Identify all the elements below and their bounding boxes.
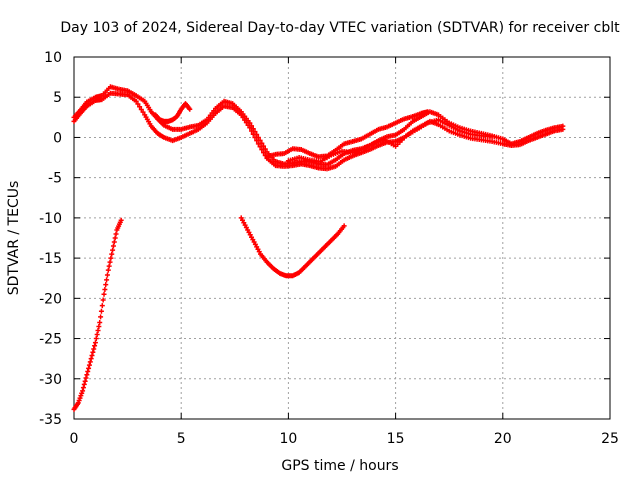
data-point [84, 372, 90, 378]
data-point [261, 150, 267, 156]
data-point [96, 323, 102, 329]
data-point [86, 362, 92, 368]
data-point [259, 147, 265, 153]
data-point [91, 346, 97, 352]
x-axis-ticks: 0 5 10 15 20 25 [70, 57, 619, 447]
data-point [102, 286, 108, 292]
series-track-d [264, 109, 431, 160]
chart-title: Day 103 of 2024, Sidereal Day-to-day VTE… [60, 20, 620, 36]
data-point [242, 117, 248, 123]
y-axis-ticks: 10 5 0 -5 -10 -15 -20 -25 -30 -35 [39, 50, 610, 428]
data-point [99, 303, 105, 309]
y-tick-label: -30 [39, 372, 62, 388]
data-point [104, 272, 110, 278]
data-point [106, 263, 112, 269]
data-point [238, 112, 244, 118]
data-point [250, 131, 256, 137]
data-point [341, 223, 347, 229]
data-point [100, 297, 106, 303]
data-point [137, 104, 143, 110]
series-track-c [152, 101, 193, 124]
data-point [94, 332, 100, 338]
y-tick-label: -35 [39, 412, 62, 428]
y-tick-label: -20 [39, 291, 62, 307]
y-axis-label: SDTVAR / TECUs [6, 181, 22, 296]
data-point [92, 343, 98, 349]
data-point [97, 319, 103, 325]
data-point [560, 126, 566, 132]
data-point [249, 128, 255, 134]
data-point [243, 120, 249, 126]
data-point [85, 369, 91, 375]
y-tick-label: -15 [39, 251, 62, 267]
data-point [80, 385, 86, 391]
data-point [254, 138, 260, 144]
data-point [135, 101, 141, 107]
data-point [257, 144, 263, 150]
data-point [87, 359, 93, 365]
data-point [108, 255, 114, 261]
y-tick-label: -5 [48, 171, 62, 187]
data-point [112, 235, 118, 241]
data-point [105, 267, 111, 273]
x-axis-label: GPS time / hours [281, 458, 398, 474]
x-tick-label: 15 [387, 431, 405, 447]
series-track-e [285, 117, 495, 165]
data-point [109, 251, 115, 257]
data-point [255, 141, 261, 147]
data-point [98, 308, 104, 314]
data-point [110, 243, 116, 249]
data-point [103, 282, 109, 288]
y-tick-label: -10 [39, 211, 62, 227]
data-point [90, 349, 96, 355]
data-point [98, 314, 104, 320]
data-point [247, 125, 253, 131]
data-point [107, 259, 113, 265]
data-point [113, 231, 119, 237]
x-tick-label: 25 [601, 431, 619, 447]
data-point [252, 134, 258, 140]
data-point [118, 217, 124, 223]
series-track-b [71, 90, 566, 172]
data-point [101, 291, 107, 297]
data-point [81, 381, 87, 387]
data-point [240, 114, 246, 120]
data-point [245, 122, 251, 128]
data-point [95, 328, 101, 334]
data-point [88, 356, 94, 362]
data-point [93, 336, 99, 342]
data-point [104, 277, 110, 283]
x-tick-label: 10 [279, 431, 297, 447]
data-point [187, 106, 193, 112]
series-track-g [238, 215, 347, 279]
x-tick-label: 20 [494, 431, 512, 447]
data-point [140, 109, 146, 115]
data-points [71, 84, 566, 412]
data-point [133, 98, 139, 104]
data-point [89, 352, 95, 358]
data-point [138, 106, 144, 112]
data-point [425, 109, 431, 115]
data-point [80, 388, 86, 394]
series-track-f [71, 217, 124, 412]
data-point [489, 134, 495, 140]
y-tick-label: 0 [53, 130, 62, 146]
plot-frame [73, 56, 611, 420]
data-point [92, 340, 98, 346]
y-tick-label: 5 [53, 90, 62, 106]
y-tick-label: -25 [39, 332, 62, 348]
x-tick-label: 0 [70, 431, 79, 447]
x-tick-label: 5 [177, 431, 186, 447]
data-point [111, 239, 117, 245]
data-point [86, 365, 92, 371]
data-point [82, 378, 88, 384]
data-point [83, 375, 89, 381]
y-tick-label: 10 [44, 50, 62, 66]
data-point [110, 247, 116, 253]
grid [74, 57, 610, 419]
